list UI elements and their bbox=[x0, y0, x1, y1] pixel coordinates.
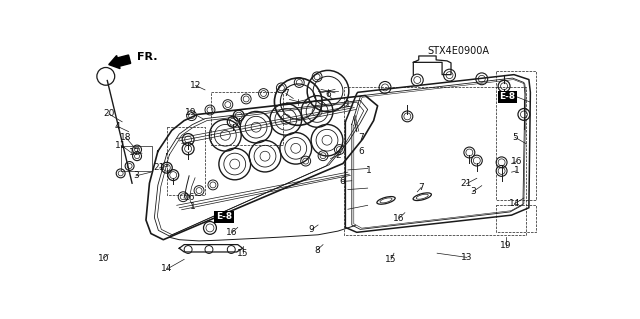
Text: STX4E0900A: STX4E0900A bbox=[427, 46, 489, 56]
Text: 16: 16 bbox=[184, 193, 196, 202]
FancyArrow shape bbox=[109, 55, 131, 69]
Text: 4: 4 bbox=[115, 122, 120, 131]
Text: 14: 14 bbox=[161, 264, 173, 273]
Text: 6: 6 bbox=[339, 177, 345, 186]
Text: 16: 16 bbox=[393, 214, 404, 223]
Text: 15: 15 bbox=[385, 255, 397, 264]
Text: 13: 13 bbox=[461, 253, 472, 262]
Text: 6: 6 bbox=[359, 147, 365, 156]
Text: 16: 16 bbox=[511, 157, 522, 166]
Text: 14: 14 bbox=[509, 199, 521, 208]
Text: 20: 20 bbox=[103, 109, 115, 118]
Text: 12: 12 bbox=[190, 81, 201, 90]
Text: 9: 9 bbox=[308, 225, 314, 234]
Text: E-8: E-8 bbox=[216, 212, 232, 221]
Text: 7: 7 bbox=[358, 133, 364, 142]
Text: 21: 21 bbox=[461, 179, 472, 188]
Text: 21: 21 bbox=[154, 163, 165, 173]
Text: E-8: E-8 bbox=[499, 92, 516, 101]
Text: 18: 18 bbox=[120, 133, 131, 142]
Text: 7: 7 bbox=[419, 183, 424, 192]
Text: 19: 19 bbox=[186, 108, 197, 117]
Text: 15: 15 bbox=[237, 249, 248, 258]
Text: 16: 16 bbox=[226, 228, 237, 237]
Text: FR.: FR. bbox=[137, 52, 157, 62]
Text: 19: 19 bbox=[500, 241, 511, 250]
Text: 5: 5 bbox=[512, 133, 518, 142]
Text: 1: 1 bbox=[345, 100, 351, 109]
Text: 1: 1 bbox=[366, 166, 372, 175]
Text: 2: 2 bbox=[335, 151, 340, 160]
Text: 6: 6 bbox=[325, 90, 331, 99]
Text: 3: 3 bbox=[470, 187, 476, 196]
Text: 1: 1 bbox=[190, 202, 196, 211]
Text: 10: 10 bbox=[97, 254, 109, 263]
Text: 1: 1 bbox=[514, 167, 519, 175]
Text: 8: 8 bbox=[314, 246, 320, 255]
Text: 11: 11 bbox=[115, 141, 127, 150]
Text: 17: 17 bbox=[129, 148, 140, 157]
Text: 3: 3 bbox=[133, 171, 139, 180]
Text: 7: 7 bbox=[283, 89, 289, 98]
